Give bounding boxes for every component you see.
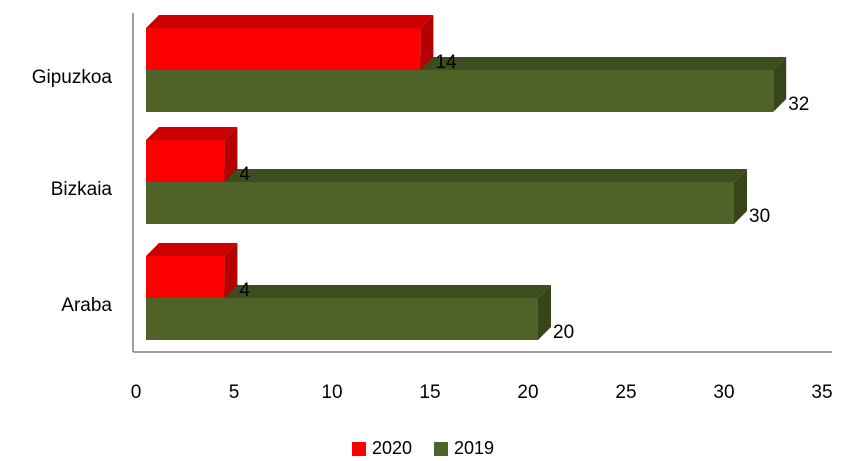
legend-label-2019: 2019 [454,438,495,458]
bar-2020-araba-top-face [146,243,238,256]
legend-label-2020: 2020 [371,438,412,458]
x-tick-label-25: 25 [615,382,636,403]
x-tick-label-0: 0 [131,382,142,403]
bar-2019-gipuzkoa [146,70,774,112]
y-category-label-gipuzkoa: Gipuzkoa [32,67,113,88]
data-label-2020-bizkaia: 4 [239,164,250,185]
legend-swatch-2019 [434,441,448,456]
x-tick-label-5: 5 [229,382,240,403]
legend-item-2019: 2019 [434,438,494,459]
y-category-label-bizkaia: Bizkaia [51,179,113,200]
bar-2020-gipuzkoa-top-face [146,15,434,28]
bar-chart-plot: 0 5 10 15 20 25 30 35 Gipuzkoa 32 14 Bizkaia 30 4 Arab… [32,13,833,403]
data-label-2019-bizkaia: 30 [749,206,770,227]
bar-2019-araba-top-face [146,285,551,298]
chart-legend: 2020 2019 [0,438,846,459]
bar-2019-araba [146,298,538,340]
bar-2019-bizkaia-top-face [146,169,747,182]
x-tick-label-15: 15 [419,382,440,403]
x-tick-label-35: 35 [811,382,832,403]
bar-2020-araba [146,256,225,298]
x-tick-label-30: 30 [713,382,734,403]
data-label-2019-araba: 20 [553,322,574,343]
bar-2019-bizkaia [146,182,734,224]
bar-2020-gipuzkoa [146,28,421,70]
bar-2020-araba-side-face [224,243,238,298]
bar-2020-bizkaia-side-face [224,127,238,182]
x-tick-label-20: 20 [517,382,538,403]
data-label-2019-gipuzkoa: 32 [788,94,809,115]
bar-2019-bizkaia-side-face [734,169,747,224]
data-label-2020-araba: 4 [239,280,250,301]
bar-2020-bizkaia-top-face [146,127,238,140]
bar-2019-araba-side-face [538,285,551,340]
y-category-label-araba: Araba [61,295,112,316]
legend-item-2020: 2020 [351,438,412,459]
bar-2019-gipuzkoa-side-face [773,57,787,112]
legend-swatch-2020 [351,441,366,456]
x-tick-label-10: 10 [321,382,342,403]
bar-2020-gipuzkoa-side-face [420,15,434,70]
bar-2020-bizkaia [146,140,225,182]
data-label-2020-gipuzkoa: 14 [435,52,457,73]
